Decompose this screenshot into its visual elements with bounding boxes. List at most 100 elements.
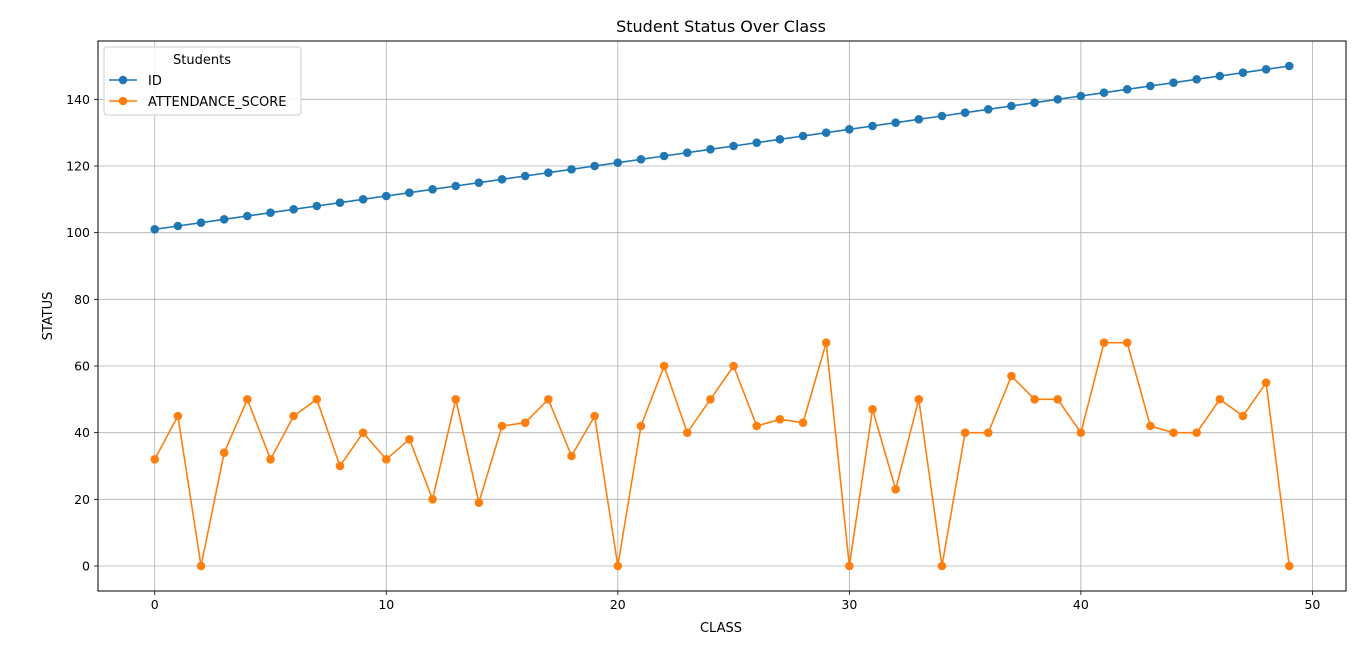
data-point-id (868, 121, 877, 131)
legend-title: Students (173, 53, 231, 68)
data-point-id (636, 155, 646, 164)
data-point-id (1099, 88, 1109, 97)
y-tick-label: 40 (74, 425, 90, 440)
data-point-id (1238, 68, 1248, 77)
data-point-attendance-score (1261, 378, 1271, 387)
data-point-attendance-score (312, 395, 322, 404)
data-point-attendance-score (636, 421, 646, 431)
series-line-id (154, 65, 1290, 231)
y-tick-label: 20 (74, 492, 90, 507)
data-point-attendance-score (891, 485, 900, 494)
data-point-attendance-score (405, 435, 414, 444)
y-tick-label: 60 (74, 359, 90, 374)
data-point-id (729, 141, 738, 151)
data-point-attendance-score (289, 411, 298, 421)
ticks: 0 10 20 30 40 50 0 20 40 60 80 100 120 140 (66, 92, 1320, 612)
series-layer (150, 61, 1294, 571)
data-point-id (1215, 71, 1225, 81)
data-point-id (451, 181, 461, 191)
x-tick-label: 40 (1073, 597, 1089, 612)
data-point-attendance-score (1030, 395, 1039, 404)
data-point-attendance-score (1215, 395, 1225, 404)
data-point-attendance-score (451, 395, 461, 404)
data-point-attendance-score (868, 405, 877, 414)
data-point-attendance-score (1053, 395, 1063, 404)
data-point-attendance-score (914, 395, 924, 404)
data-point-id (196, 218, 206, 227)
y-axis-label: STATUS (41, 292, 56, 341)
data-point-id (798, 131, 808, 141)
y-tick-label: 0 (82, 559, 90, 574)
y-tick-label: 120 (66, 159, 90, 174)
data-point-id (520, 171, 530, 181)
legend-label-id: ID (148, 74, 162, 89)
y-tick-label: 80 (74, 292, 90, 307)
x-tick-label: 0 (151, 597, 159, 612)
legend-marker-id (118, 75, 128, 85)
data-point-id (590, 161, 599, 171)
data-point-attendance-score (729, 361, 738, 371)
data-point-id (428, 185, 437, 194)
data-point-id (1053, 95, 1063, 104)
data-point-attendance-score (960, 428, 970, 437)
data-point-attendance-score (1146, 421, 1155, 431)
data-point-attendance-score (358, 428, 368, 437)
data-point-id (821, 128, 831, 137)
data-point-attendance-score (243, 395, 252, 404)
legend-box (103, 46, 302, 116)
data-point-id (266, 208, 275, 217)
data-point-id (312, 201, 322, 211)
data-point-attendance-score (937, 561, 947, 571)
data-point-id (1261, 65, 1271, 74)
data-point-id (775, 135, 785, 144)
data-point-id (243, 211, 252, 221)
data-point-id (1007, 101, 1016, 111)
legend: Students ID ATTENDANCE_SCORE (103, 46, 302, 116)
data-point-attendance-score (775, 415, 785, 424)
data-point-attendance-score (1122, 338, 1132, 347)
grid (98, 41, 1346, 591)
data-point-attendance-score (1076, 428, 1086, 437)
data-point-id (567, 165, 576, 174)
data-point-id (937, 111, 947, 121)
data-point-attendance-score (1099, 338, 1109, 347)
data-point-id (659, 151, 669, 161)
data-point-attendance-score (219, 448, 229, 457)
data-point-attendance-score (1238, 411, 1248, 421)
data-point-id (474, 178, 484, 187)
data-point-attendance-score (567, 451, 576, 461)
data-point-id (544, 168, 553, 177)
data-point-id (1284, 61, 1294, 71)
legend-marker-attendance-score (118, 96, 128, 106)
data-point-attendance-score (1284, 561, 1294, 571)
data-point-id (1192, 75, 1201, 84)
data-point-id (845, 125, 854, 134)
data-point-attendance-score (1192, 428, 1201, 437)
data-point-id (682, 148, 692, 157)
y-tick-label: 100 (66, 225, 90, 240)
chart-title: Student Status Over Class (616, 17, 826, 36)
data-point-attendance-score (659, 361, 669, 371)
y-tick-label: 140 (66, 92, 90, 107)
data-point-id (1076, 91, 1086, 101)
data-point-attendance-score (196, 561, 206, 571)
data-point-id (173, 221, 183, 231)
data-point-attendance-score (266, 455, 275, 464)
data-point-attendance-score (428, 495, 437, 504)
data-point-attendance-score (497, 421, 507, 431)
data-point-id (1146, 81, 1155, 91)
data-point-attendance-score (613, 561, 623, 571)
data-point-attendance-score (845, 561, 854, 571)
data-point-attendance-score (983, 428, 993, 437)
x-tick-label: 10 (378, 597, 394, 612)
series-line-attendance-score (154, 341, 1291, 567)
x-tick-label: 20 (610, 597, 626, 612)
data-point-attendance-score (520, 418, 530, 427)
data-point-attendance-score (173, 411, 183, 421)
data-point-id (219, 215, 229, 224)
data-point-id (613, 158, 623, 167)
data-point-attendance-score (150, 455, 160, 464)
data-point-id (289, 205, 298, 214)
data-point-attendance-score (335, 461, 345, 471)
data-point-attendance-score (798, 418, 808, 427)
